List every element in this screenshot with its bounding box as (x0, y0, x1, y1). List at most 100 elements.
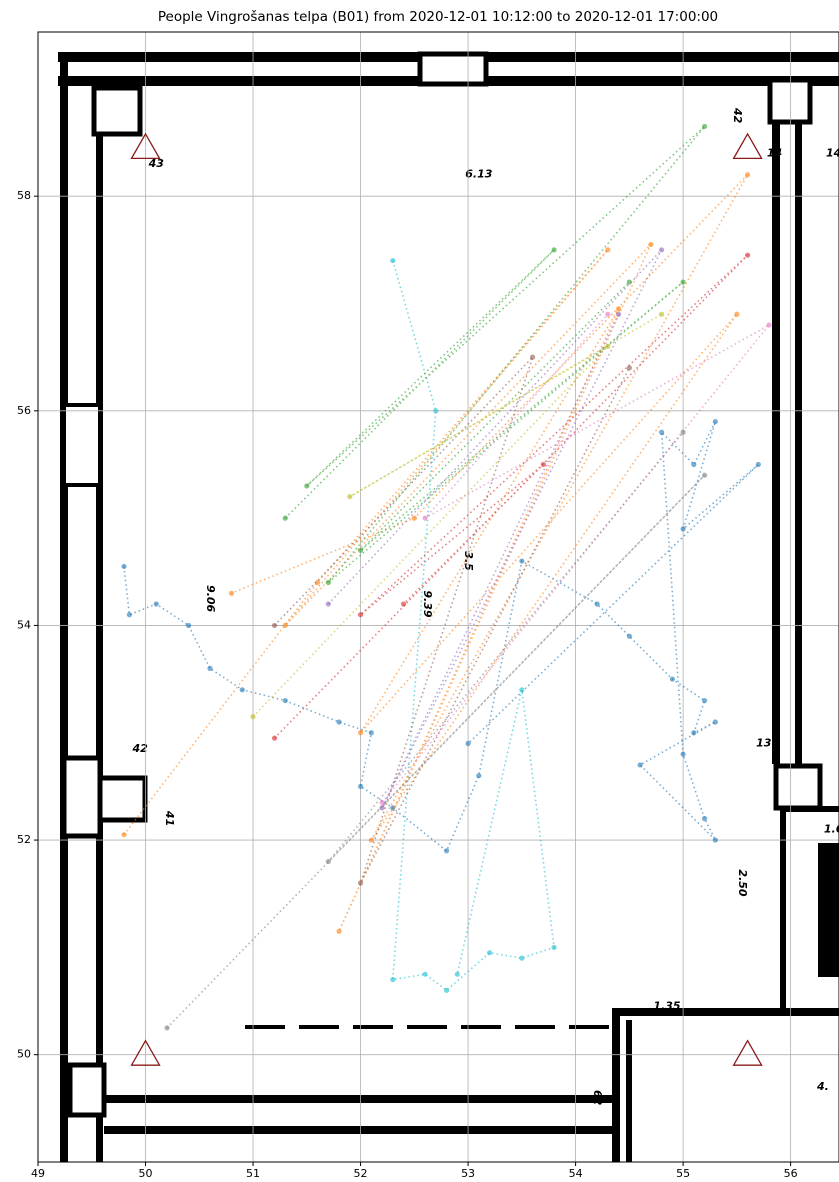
point (626, 633, 632, 639)
point (347, 494, 353, 500)
wall-block (91, 85, 143, 137)
point (745, 252, 751, 258)
point (669, 676, 675, 682)
point (658, 429, 665, 435)
anchor-marker (130, 132, 161, 160)
point (207, 665, 213, 671)
point (702, 472, 708, 478)
point (476, 773, 482, 779)
wall (780, 806, 839, 812)
point (529, 354, 536, 360)
point (239, 687, 245, 693)
x-tick-label: 52 (354, 1167, 368, 1180)
point (454, 971, 460, 977)
point (519, 558, 525, 564)
wall-block (61, 755, 103, 839)
point (615, 311, 622, 317)
y-tick-label: 50 (17, 1048, 31, 1061)
point (325, 858, 331, 865)
x-tick-label: 55 (676, 1167, 690, 1180)
wall-block (67, 1062, 107, 1118)
trajectory (381, 313, 770, 804)
wall (612, 1008, 839, 1016)
y-tick-label: 58 (17, 189, 31, 202)
point (658, 311, 665, 317)
point (282, 515, 288, 521)
x-tick-label: 54 (569, 1167, 583, 1180)
point (465, 740, 471, 747)
point (271, 622, 278, 629)
plan-label: 4. (816, 1080, 829, 1093)
point (680, 751, 686, 757)
wall-block (97, 775, 148, 823)
plan-label: 14 (826, 146, 839, 159)
x-tick-label: 49 (31, 1167, 45, 1180)
point (357, 730, 364, 736)
anchor-marker (130, 1039, 161, 1066)
trajectory (284, 125, 706, 584)
point (390, 976, 396, 983)
point (357, 880, 364, 886)
point (712, 418, 718, 425)
plan-label: 2.04 (817, 880, 830, 907)
wall (96, 86, 103, 1162)
trajectory (166, 431, 706, 1029)
point (605, 343, 611, 350)
point (658, 247, 665, 253)
point (551, 944, 557, 950)
point (443, 987, 450, 993)
x-tick-label: 50 (139, 1167, 153, 1180)
point (734, 311, 740, 317)
point (551, 247, 557, 253)
wall (612, 1008, 620, 1162)
point (712, 837, 718, 843)
plan-label: 62 (591, 1090, 604, 1106)
point (357, 547, 364, 553)
x-tick-label: 51 (246, 1167, 260, 1180)
plan-label: 1.6 (824, 822, 839, 835)
point (126, 612, 132, 618)
point (626, 279, 632, 285)
point (282, 622, 288, 629)
wall (626, 1020, 632, 1162)
plan-label: 9.06 (204, 585, 217, 612)
trajectory (273, 356, 631, 884)
plan-label: 13 (756, 736, 772, 749)
point (314, 579, 321, 586)
wall (104, 1126, 612, 1134)
point (702, 816, 708, 822)
point (357, 783, 364, 790)
wall (780, 810, 786, 1010)
point (411, 515, 417, 521)
point (540, 461, 546, 468)
wall (104, 1095, 612, 1103)
point (680, 279, 686, 285)
wall-block (417, 51, 489, 87)
point (702, 123, 708, 130)
wall (60, 52, 68, 1162)
plan-label: 6.13 (465, 168, 492, 181)
plan-label: 9.39 (421, 590, 434, 617)
point (594, 601, 600, 607)
point (691, 461, 697, 468)
axes (37, 31, 839, 1163)
wall-block (818, 843, 839, 977)
point (304, 483, 310, 489)
plan-label: 41 (163, 810, 176, 826)
chart-title: People Vingrošanas telpa (B01) from 2020… (158, 9, 718, 25)
point (766, 322, 772, 328)
point (153, 601, 159, 607)
point (626, 365, 632, 371)
point (486, 950, 493, 956)
floor-plan (58, 51, 839, 1162)
plan-label: 42 (131, 742, 148, 755)
point (615, 306, 622, 312)
x-tick-label: 53 (461, 1167, 475, 1180)
trajectory (252, 313, 663, 718)
wall-block (62, 403, 102, 487)
point (680, 429, 686, 435)
x-tick-label: 56 (784, 1167, 798, 1180)
trajectory (123, 421, 759, 853)
point (745, 172, 751, 178)
point (282, 697, 288, 704)
